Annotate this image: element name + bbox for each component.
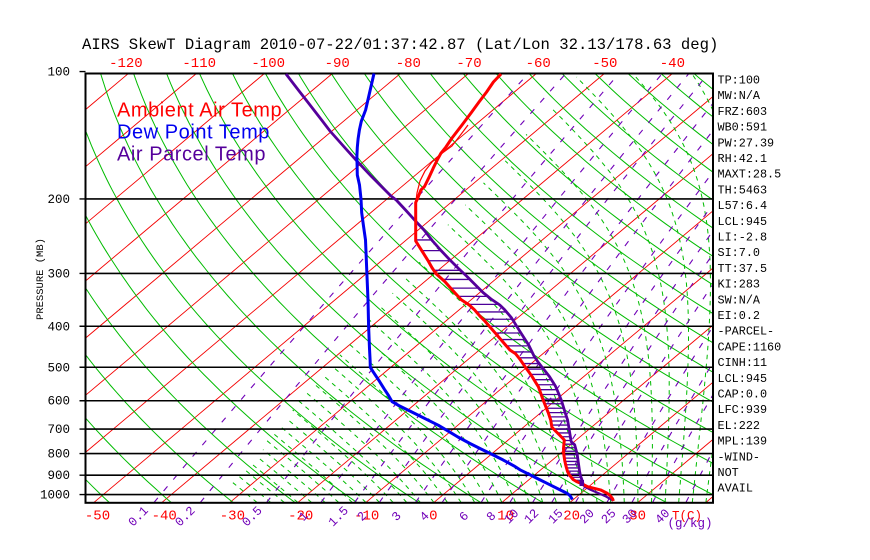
svg-text:700: 700 [47, 423, 70, 437]
svg-text:-WIND-: -WIND- [718, 450, 760, 464]
svg-text:MW:N/A: MW:N/A [718, 89, 761, 103]
svg-text:L57:6.4: L57:6.4 [718, 199, 768, 213]
svg-text:AVAIL: AVAIL [718, 482, 753, 496]
svg-text:900: 900 [47, 469, 70, 483]
svg-text:MPL:139: MPL:139 [718, 435, 768, 449]
svg-text:(g/kg): (g/kg) [667, 517, 712, 531]
svg-text:0: 0 [429, 509, 437, 525]
svg-text:-80: -80 [396, 56, 421, 72]
svg-text:EI:0.2: EI:0.2 [718, 309, 760, 323]
svg-text:400: 400 [47, 320, 70, 334]
svg-text:-60: -60 [526, 56, 551, 72]
svg-text:PRESSURE (MB): PRESSURE (MB) [35, 238, 47, 320]
svg-text:-PARCEL-: -PARCEL- [718, 325, 775, 339]
svg-text:CAP:0.0: CAP:0.0 [718, 388, 768, 402]
svg-text:1000: 1000 [40, 489, 70, 503]
svg-text:-110: -110 [182, 56, 216, 72]
svg-text:500: 500 [47, 361, 70, 375]
svg-text:20: 20 [563, 509, 580, 525]
svg-text:Dew Point Temp: Dew Point Temp [117, 122, 270, 144]
svg-text:600: 600 [47, 395, 70, 409]
svg-text:LCL:945: LCL:945 [718, 372, 768, 386]
svg-text:100: 100 [47, 66, 70, 80]
svg-text:T(C): T(C) [672, 510, 702, 524]
svg-text:30: 30 [629, 509, 646, 525]
svg-text:CAPE:1160: CAPE:1160 [718, 340, 782, 354]
svg-text:TT:37.5: TT:37.5 [718, 262, 768, 276]
svg-text:-100: -100 [251, 56, 285, 72]
svg-text:200: 200 [47, 193, 70, 207]
svg-text:KI:283: KI:283 [718, 278, 760, 292]
svg-text:TH:5463: TH:5463 [718, 183, 768, 197]
svg-text:-50: -50 [592, 56, 617, 72]
svg-text:-70: -70 [456, 56, 481, 72]
svg-text:-90: -90 [325, 56, 350, 72]
svg-text:-20: -20 [288, 509, 313, 525]
svg-text:CINH:11: CINH:11 [718, 356, 768, 370]
svg-text:-50: -50 [85, 509, 110, 525]
svg-text:-120: -120 [109, 56, 143, 72]
svg-text:LI:-2.8: LI:-2.8 [718, 231, 768, 245]
svg-text:-10: -10 [354, 509, 379, 525]
svg-text:300: 300 [47, 267, 70, 281]
svg-text:EL:222: EL:222 [718, 419, 760, 433]
svg-text:LCL:945: LCL:945 [718, 215, 768, 229]
svg-text:-40: -40 [152, 509, 177, 525]
svg-text:-40: -40 [660, 56, 685, 72]
svg-text:SI:7.0: SI:7.0 [718, 246, 760, 260]
svg-text:MAXT:28.5: MAXT:28.5 [718, 168, 782, 182]
svg-text:NOT: NOT [718, 466, 739, 480]
svg-text:PW:27.39: PW:27.39 [718, 136, 775, 150]
svg-text:RH:42.1: RH:42.1 [718, 152, 768, 166]
svg-text:WB0:591: WB0:591 [718, 121, 768, 135]
svg-text:FRZ:603: FRZ:603 [718, 105, 768, 119]
svg-text:10: 10 [497, 509, 514, 525]
svg-text:TP:100: TP:100 [718, 74, 760, 88]
svg-text:Air Parcel Temp: Air Parcel Temp [117, 144, 266, 166]
svg-text:Ambient Air Temp: Ambient Air Temp [117, 100, 282, 122]
svg-text:-30: -30 [220, 509, 245, 525]
svg-text:LFC:939: LFC:939 [718, 403, 768, 417]
svg-text:800: 800 [47, 448, 70, 462]
svg-text:AIRS SkewT Diagram 2010-07-22/: AIRS SkewT Diagram 2010-07-22/01:37:42.8… [82, 36, 718, 54]
svg-text:SW:N/A: SW:N/A [718, 293, 761, 307]
